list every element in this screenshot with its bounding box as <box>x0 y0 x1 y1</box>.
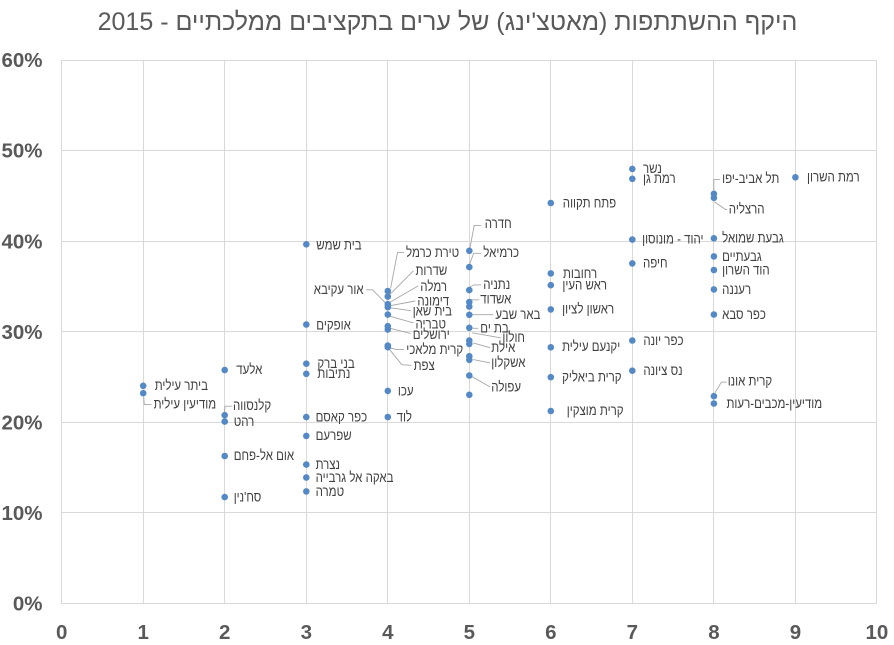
svg-text:בית שאן: בית שאן <box>413 303 452 319</box>
svg-text:אופקים: אופקים <box>316 317 351 333</box>
svg-text:6: 6 <box>545 621 556 644</box>
svg-text:רחובות: רחובות <box>563 265 597 281</box>
svg-text:מודיעין עילית: מודיעין עילית <box>154 396 217 412</box>
svg-text:50%: 50% <box>1 140 42 163</box>
svg-text:חיפה: חיפה <box>643 255 668 271</box>
svg-text:שדרות: שדרות <box>416 262 448 278</box>
svg-text:יהוד - מונוסון: יהוד - מונוסון <box>642 231 703 247</box>
svg-text:40%: 40% <box>1 230 42 253</box>
svg-text:יקנעם עילית: יקנעם עילית <box>562 338 620 354</box>
svg-text:באר שבע: באר שבע <box>495 306 540 322</box>
svg-text:אור עקיבא: אור עקיבא <box>314 281 364 297</box>
svg-text:כפר סבא: כפר סבא <box>722 306 766 322</box>
svg-text:5: 5 <box>464 621 475 644</box>
svg-text:1: 1 <box>137 621 148 644</box>
svg-text:נתיבות: נתיבות <box>317 365 350 381</box>
svg-text:הרצליה: הרצליה <box>729 201 765 217</box>
svg-text:קרית אונו: קרית אונו <box>728 373 772 389</box>
svg-text:קרית ביאליק: קרית ביאליק <box>562 368 622 384</box>
svg-text:אלעד: אלעד <box>236 361 262 377</box>
svg-text:רמת השרון: רמת השרון <box>807 169 860 185</box>
svg-text:טירת כרמל: טירת כרמל <box>406 244 459 260</box>
svg-text:כרמיאל: כרמיאל <box>483 244 519 260</box>
svg-text:0%: 0% <box>13 593 43 616</box>
svg-text:60%: 60% <box>1 49 42 72</box>
svg-text:9: 9 <box>790 621 801 644</box>
svg-text:30%: 30% <box>1 321 42 344</box>
svg-text:ראשון לציון: ראשון לציון <box>562 301 614 317</box>
svg-text:10%: 10% <box>1 502 42 525</box>
svg-text:קרית מוצקין: קרית מוצקין <box>567 402 624 418</box>
svg-text:אום אל-פחם: אום אל-פחם <box>234 447 295 463</box>
svg-text:היקף ההשתתפות (מאטצ'ינג) של ער: היקף ההשתתפות (מאטצ'ינג) של ערים בתקציבי… <box>98 8 798 36</box>
svg-text:שפרעם: שפרעם <box>316 427 352 443</box>
svg-text:פתח תקווה: פתח תקווה <box>563 195 616 211</box>
svg-text:לוד: לוד <box>397 408 412 424</box>
svg-text:כפר יונה: כפר יונה <box>643 332 683 348</box>
svg-text:בית שמש: בית שמש <box>316 237 361 253</box>
svg-text:7: 7 <box>627 621 638 644</box>
svg-text:טמרה: טמרה <box>316 483 345 499</box>
svg-text:סח'נין: סח'נין <box>234 489 262 505</box>
svg-text:נס ציונה: נס ציונה <box>643 362 682 378</box>
svg-text:ירושלים: ירושלים <box>413 326 450 342</box>
svg-text:צפת: צפת <box>414 357 436 373</box>
svg-text:חולון: חולון <box>502 329 525 345</box>
svg-text:בת ים: בת ים <box>480 320 509 336</box>
svg-text:3: 3 <box>301 621 312 644</box>
svg-text:10: 10 <box>865 621 888 644</box>
svg-text:תל אביב-יפו: תל אביב-יפו <box>722 170 779 186</box>
svg-text:חדרה: חדרה <box>485 215 512 231</box>
svg-text:אשקלון: אשקלון <box>491 354 525 370</box>
svg-text:רמת גן: רמת גן <box>643 170 676 186</box>
svg-text:נתניה: נתניה <box>483 276 510 292</box>
svg-text:עפולה: עפולה <box>491 378 521 394</box>
svg-text:הוד השרון: הוד השרון <box>722 262 770 278</box>
svg-text:דימונה: דימונה <box>417 293 449 309</box>
svg-text:רמלה: רמלה <box>420 278 447 294</box>
svg-text:4: 4 <box>382 621 394 644</box>
svg-text:עכו: עכו <box>398 383 414 399</box>
svg-text:ראש העין: ראש העין <box>562 277 607 293</box>
svg-text:מודיעין-מכבים-רעות: מודיעין-מכבים-רעות <box>727 395 823 411</box>
svg-text:נצרת: נצרת <box>316 456 340 472</box>
svg-text:אשדוד: אשדוד <box>480 291 511 307</box>
svg-text:גבעתיים: גבעתיים <box>722 248 762 264</box>
svg-text:כפר קאסם: כפר קאסם <box>316 408 368 424</box>
svg-text:0: 0 <box>56 621 67 644</box>
svg-text:8: 8 <box>708 621 719 644</box>
svg-text:גבעת שמואל: גבעת שמואל <box>722 230 784 246</box>
svg-text:רהט: רהט <box>234 413 255 429</box>
svg-text:2: 2 <box>219 621 230 644</box>
svg-text:20%: 20% <box>1 411 42 434</box>
svg-text:אילת: אילת <box>491 339 515 355</box>
svg-text:טבריה: טבריה <box>416 315 447 331</box>
svg-text:קלנסווה: קלנסווה <box>233 397 271 413</box>
svg-text:בני ברק: בני ברק <box>317 355 354 371</box>
svg-text:רעננה: רעננה <box>722 281 751 297</box>
svg-text:באקה אל גרבייה: באקה אל גרבייה <box>316 469 394 485</box>
svg-text:קרית מלאכי: קרית מלאכי <box>406 341 463 357</box>
svg-text:ביתר עילית: ביתר עילית <box>155 377 208 393</box>
svg-text:נשר: נשר <box>643 160 662 176</box>
